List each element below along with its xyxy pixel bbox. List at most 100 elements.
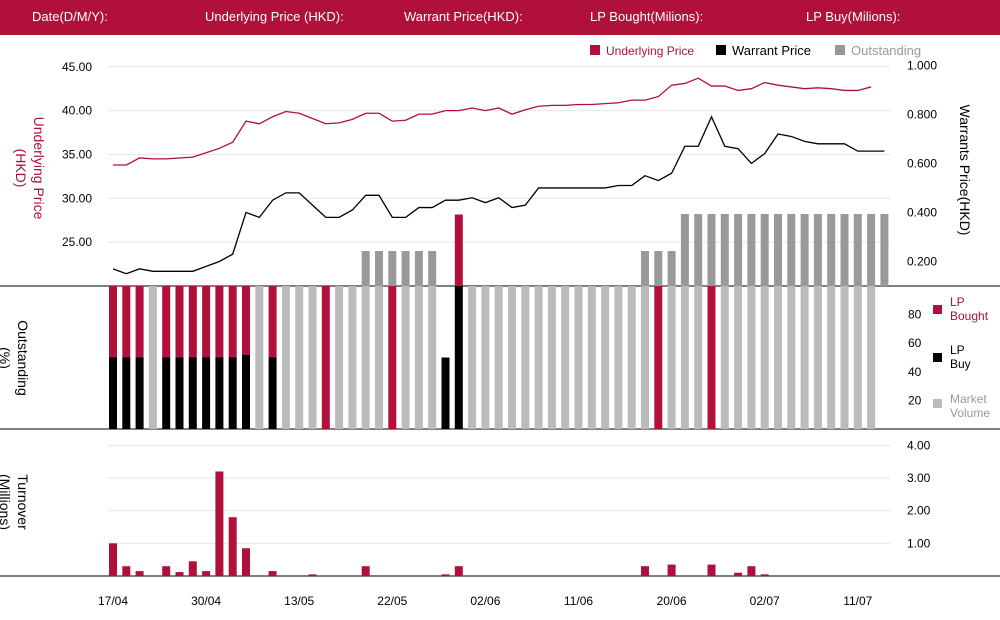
outstanding-bar [827, 214, 836, 286]
market-volume-bar [601, 286, 610, 429]
lp-buy-bar [268, 357, 277, 429]
turnover-axis-title-line2: (Millions) [0, 474, 13, 530]
mid-legend: LP Bought LP Buy Market Volume [933, 295, 990, 420]
market-volume-bar [720, 286, 729, 429]
underlying-tick-label: 40.00 [62, 104, 92, 118]
turnover-tick-label: 4.00 [907, 438, 931, 452]
market-volume-bar [747, 286, 756, 429]
turnover-bar [308, 574, 317, 576]
lp-bought-bar [109, 286, 117, 358]
lp-bars [109, 214, 876, 429]
market-volume-bar [361, 286, 370, 429]
legend-outstanding: Outstanding [851, 43, 921, 58]
outstanding-bar [694, 214, 703, 286]
lp-buy-bar [109, 357, 117, 429]
lp-bought-bar [321, 286, 330, 429]
lp-buy-bar [242, 354, 250, 429]
outstanding-axis-title-line2: (%) [0, 347, 13, 369]
market-volume-bar [734, 286, 743, 429]
lp-buy-bar [454, 286, 463, 429]
market-volume-bar [148, 286, 157, 429]
warrant-tick-label: 0.800 [907, 107, 937, 121]
outstanding-bar [880, 214, 889, 286]
outstanding-bar [813, 214, 822, 286]
lp-buy-bar [441, 357, 450, 429]
turnover-bar [202, 571, 211, 576]
turnover-bar [228, 517, 237, 576]
lp-bought-bar [202, 286, 211, 358]
market-volume-bar [574, 286, 583, 429]
underlying-axis-title-line1: Underlying Price [31, 117, 47, 220]
market-volume-bar [494, 286, 503, 429]
outstanding-tick-label: 40 [908, 365, 922, 379]
turnover-axis-title: Turnover (Millions) [0, 474, 31, 530]
lp-buy-bar [122, 357, 131, 429]
market-volume-bar [667, 286, 676, 429]
mid-legend-market-1: Market [950, 392, 987, 406]
market-volume-bar [534, 286, 543, 429]
outstanding-bar [734, 214, 743, 286]
x-tick-label: 11/06 [564, 594, 593, 608]
turnover-bar [242, 548, 250, 576]
market-volume-bar [521, 286, 530, 429]
mid-legend-lp-buy-1: LP [950, 343, 965, 357]
market-volume-bar [561, 286, 570, 429]
outstanding-bar [667, 251, 676, 286]
market-volume-bar [547, 286, 556, 429]
market-volume-bar [335, 286, 344, 429]
turnover-bar [268, 571, 277, 576]
x-tick-label: 02/06 [470, 594, 500, 608]
market-volume-bar [641, 286, 649, 429]
lp-bought-bar [388, 286, 397, 429]
legend-swatch-outstanding [835, 45, 845, 55]
lp-buy-bar [162, 357, 171, 429]
market-volume-bar [813, 286, 822, 429]
x-tick-label: 22/05 [377, 594, 407, 608]
outstanding-bar [707, 214, 716, 286]
lp-bought-bar [707, 286, 716, 429]
lp-bought-bar [175, 286, 184, 358]
market-volume-bar [508, 286, 516, 429]
legend-underlying: Underlying Price [606, 44, 694, 58]
market-volume-bar [481, 286, 490, 429]
market-volume-bar [468, 286, 477, 429]
market-volume-bar [760, 286, 769, 429]
turnover-bar [188, 561, 197, 576]
market-volume-bar [587, 286, 596, 429]
outstanding-bar [774, 214, 782, 286]
underlying-tick-label: 45.00 [62, 60, 92, 74]
warrant-price-line [112, 115, 885, 275]
outstanding-bar [760, 214, 769, 286]
underlying-price-line [113, 77, 872, 166]
market-volume-bar [827, 286, 836, 429]
market-volume-bar [295, 286, 304, 429]
turnover-bar [454, 566, 463, 576]
lp-buy-bar [188, 357, 197, 429]
market-volume-bar [853, 286, 862, 429]
lp-bought-bar [228, 286, 237, 358]
x-tick-label: 11/07 [843, 594, 872, 608]
turnover-bar [162, 566, 171, 576]
market-volume-bar [428, 286, 437, 429]
outstanding-bar [375, 251, 383, 286]
underlying-axis-title: Underlying Price (HKD) [13, 117, 47, 220]
legend-swatch-underlying [590, 45, 600, 55]
market-volume-bar [787, 286, 796, 429]
warrant-tick-label: 0.600 [907, 156, 937, 170]
outstanding-tick-label: 20 [908, 393, 922, 407]
lp-bought-bar [135, 286, 144, 358]
market-volume-bar [281, 286, 290, 429]
outstanding-tick-label: 60 [908, 336, 922, 350]
axis-ticks: 25.00 30.00 35.00 40.00 45.00 0.200 0.400 0.600… [62, 58, 937, 608]
lp-bought-bar [122, 286, 131, 358]
outstanding-bar [800, 214, 809, 286]
turnover-bar [135, 571, 144, 576]
turnover-tick-label: 2.00 [907, 504, 931, 518]
outstanding-bar [388, 251, 397, 286]
outstanding-bar [680, 214, 689, 286]
turnover-tick-label: 1.00 [907, 536, 931, 550]
lp-buy-bar [135, 357, 144, 429]
outstanding-bar [361, 251, 370, 286]
x-tick-label: 02/07 [750, 594, 780, 608]
turnover-bar [760, 574, 769, 576]
